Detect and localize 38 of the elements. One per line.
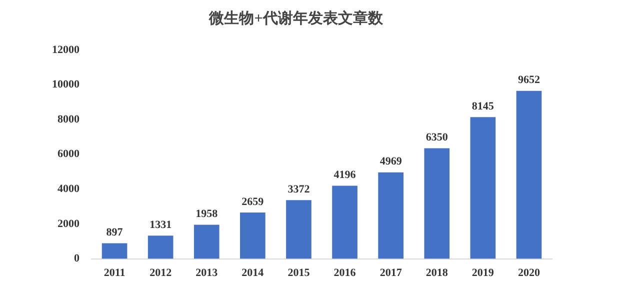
bar — [240, 212, 266, 259]
x-tick-label: 2014 — [242, 267, 264, 280]
data-label: 8145 — [472, 100, 494, 112]
bar — [286, 200, 312, 259]
x-tick-label: 2012 — [150, 267, 172, 280]
y-tick-label: 4000 — [58, 183, 80, 196]
data-label: 4196 — [334, 169, 356, 182]
data-label: 3372 — [288, 183, 310, 196]
x-tick-label: 2018 — [426, 267, 448, 280]
bar — [378, 172, 404, 259]
data-label: 2659 — [242, 196, 264, 208]
y-tick-label: 8000 — [58, 113, 80, 126]
data-label: 4969 — [380, 156, 402, 168]
x-tick-label: 2019 — [472, 267, 494, 280]
bar — [194, 224, 220, 259]
bar — [102, 243, 128, 259]
bar — [424, 148, 450, 259]
data-label: 9652 — [518, 74, 540, 86]
y-tick-label: 6000 — [58, 148, 80, 160]
y-tick-label: 12000 — [52, 44, 80, 56]
y-tick-label: 2000 — [58, 218, 80, 230]
x-tick-label: 2013 — [196, 267, 218, 280]
x-tick-label: 2017 — [380, 267, 402, 280]
chart-title: 微生物+代谢年发表文章数 — [208, 8, 384, 27]
bar — [470, 117, 496, 259]
data-label: 1958 — [196, 208, 218, 220]
data-label: 6350 — [426, 132, 448, 144]
x-tick-label: 2011 — [104, 267, 126, 280]
y-tick-label: 0 — [74, 252, 80, 265]
bar — [516, 90, 542, 259]
bar — [332, 186, 358, 259]
data-label: 1331 — [150, 218, 172, 231]
data-label: 897 — [106, 226, 124, 239]
y-tick-label: 10000 — [52, 78, 80, 91]
x-tick-label: 2020 — [518, 267, 540, 280]
bar — [148, 236, 174, 259]
x-tick-label: 2016 — [334, 267, 356, 280]
x-tick-label: 2015 — [288, 267, 310, 280]
